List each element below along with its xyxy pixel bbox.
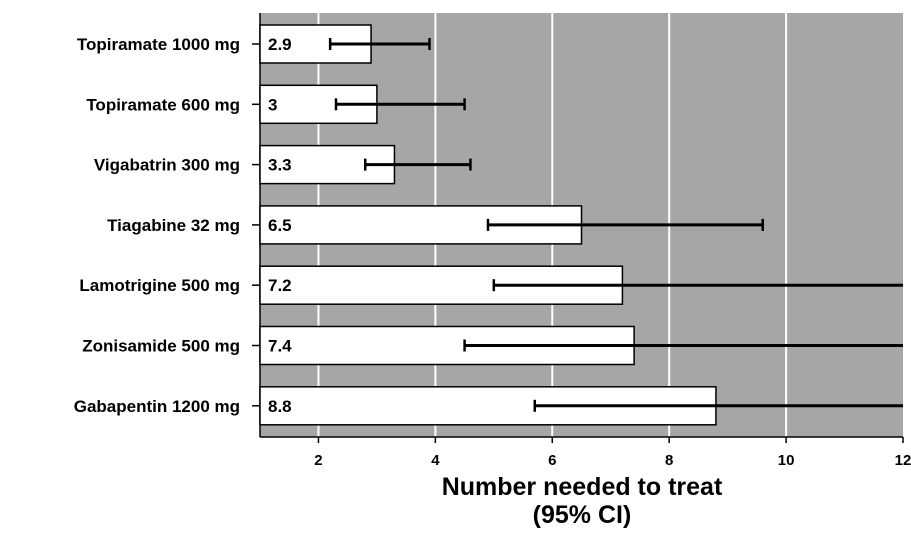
x-tick-label: 6 bbox=[548, 452, 556, 469]
bar-value-label: 3 bbox=[268, 95, 277, 114]
x-tick-label: 10 bbox=[778, 452, 795, 469]
category-label: Lamotrigine 500 mg bbox=[79, 276, 240, 295]
bar-value-label: 2.9 bbox=[268, 35, 292, 54]
x-tick-label: 12 bbox=[895, 452, 911, 469]
category-label: Vigabatrin 300 mg bbox=[94, 156, 240, 175]
category-label: Topiramate 600 mg bbox=[86, 95, 240, 114]
category-label: Zonisamide 500 mg bbox=[82, 337, 240, 356]
category-label: Gabapentin 1200 mg bbox=[74, 397, 240, 416]
bar-value-label: 7.2 bbox=[268, 276, 292, 295]
bar-value-label: 7.4 bbox=[268, 337, 292, 356]
bar-value-label: 3.3 bbox=[268, 156, 292, 175]
x-axis-title-line1: Number needed to treat bbox=[442, 473, 723, 501]
x-tick-label: 2 bbox=[314, 452, 322, 469]
bar-value-label: 6.5 bbox=[268, 216, 292, 235]
category-label: Tiagabine 32 mg bbox=[107, 216, 240, 235]
bar-value-label: 8.8 bbox=[268, 397, 292, 416]
x-tick-label: 4 bbox=[431, 452, 440, 469]
category-label: Topiramate 1000 mg bbox=[77, 35, 240, 54]
x-axis-title-line2: (95% CI) bbox=[533, 501, 632, 529]
x-tick-label: 8 bbox=[665, 452, 673, 469]
